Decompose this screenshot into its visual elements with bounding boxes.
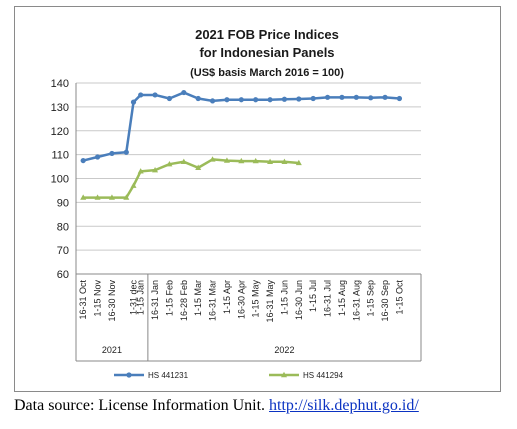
y-tick-label: 60 — [57, 269, 69, 281]
data-point — [253, 97, 259, 103]
y-tick-label: 120 — [51, 126, 69, 138]
chart-title-line-1: 2021 FOB Price Indices — [195, 27, 339, 42]
data-point — [267, 158, 274, 164]
data-point — [195, 95, 201, 102]
x-tick-label: 1-15 May — [251, 280, 261, 318]
data-point — [94, 154, 101, 160]
x-tick-label: 16-31 May — [265, 280, 275, 323]
x-tick-label: 1-15 Sep — [366, 280, 376, 317]
x-tick-label: 16-31 Jul — [323, 280, 333, 317]
source-link[interactable]: http://silk.dephut.go.id/ — [269, 397, 419, 414]
data-point — [353, 94, 359, 100]
x-tick-label: 16-31 Mar — [208, 280, 218, 321]
data-point — [152, 92, 158, 98]
category-group-label: 2022 — [274, 345, 294, 355]
y-tick-label: 80 — [57, 221, 69, 233]
data-point — [324, 94, 331, 100]
category-group-label: 2021 — [102, 345, 122, 355]
x-tick-label: 16-28 Feb — [179, 280, 189, 321]
data-point — [152, 166, 159, 173]
x-tick-label: 16-31 Oct — [78, 280, 88, 320]
data-point — [396, 95, 403, 102]
data-point — [138, 92, 144, 98]
chart-subtitle: (US$ basis March 2016 = 100) — [190, 67, 344, 79]
data-point — [295, 159, 302, 166]
data-point — [281, 96, 288, 102]
x-tick-label: 1-15 Feb — [164, 280, 174, 316]
data-point — [223, 157, 230, 163]
data-point — [209, 156, 216, 162]
data-point — [80, 194, 87, 200]
data-point — [209, 98, 216, 104]
x-tick-label: 1-15 Oct — [394, 280, 404, 315]
data-point — [238, 97, 244, 103]
data-point — [137, 168, 144, 174]
x-tick-label: 16-30 Sep — [380, 280, 390, 322]
x-tick-label: 1-15 Nov — [93, 280, 103, 317]
data-point — [181, 89, 187, 96]
x-tick-label: 16-31 Aug — [351, 280, 361, 321]
data-point — [238, 157, 245, 164]
data-point — [180, 158, 187, 164]
x-tick-label: 16-30 Jun — [294, 280, 304, 320]
y-tick-label: 70 — [57, 245, 69, 257]
y-tick-label: 140 — [51, 78, 69, 90]
data-point — [281, 158, 288, 164]
data-point — [130, 99, 137, 105]
legend-label: HS 441294 — [303, 371, 344, 380]
legend-swatch-marker — [281, 371, 287, 378]
data-point — [166, 95, 173, 102]
x-tick-label: 1-15 Jul — [308, 280, 318, 312]
chart-title-line-2: for Indonesian Panels — [199, 45, 334, 60]
data-point — [130, 182, 137, 188]
data-point — [252, 157, 259, 164]
data-point — [224, 97, 230, 103]
data-point — [108, 194, 115, 200]
x-tick-label: 16-30 Nov — [107, 280, 117, 322]
y-tick-label: 130 — [51, 102, 69, 114]
legend: HS 441231 HS 441294 — [114, 371, 344, 380]
x-tick-label: 1-31 dec — [129, 280, 139, 316]
legend-label: HS 441231 — [148, 371, 189, 380]
source-text: Data source: License Information Unit. — [14, 397, 270, 414]
y-tick-label: 90 — [57, 197, 69, 209]
x-tick-label: 1-15 Mar — [193, 280, 203, 316]
data-point — [166, 160, 173, 167]
data-point — [123, 194, 130, 200]
data-point — [382, 94, 388, 100]
data-point — [109, 150, 115, 157]
data-point — [94, 194, 101, 200]
x-tick-label: 16-30 Apr — [236, 280, 246, 319]
price-index-chart: 2021 FOB Price Indices for Indonesian Pa… — [51, 27, 422, 380]
data-point — [123, 149, 129, 155]
data-point — [368, 95, 374, 101]
x-tick-label: 1-15 Jan — [136, 280, 146, 315]
x-tick-label: 16-31 Jan — [150, 280, 160, 320]
data-point — [267, 97, 273, 103]
data-point — [80, 157, 86, 164]
data-point — [310, 95, 316, 102]
data-point — [339, 94, 345, 100]
plot-area: 60 70 80 90 100 110 120 130 140 16-31 Oct 1-15 Nov… — [51, 78, 422, 362]
x-tick-label: 1-15 Aug — [337, 280, 347, 316]
data-point — [296, 96, 302, 102]
y-tick-label: 110 — [51, 150, 69, 162]
x-tick-label: 1-15 Apr — [222, 280, 232, 314]
legend-swatch-marker — [126, 372, 132, 378]
y-tick-label: 100 — [51, 174, 69, 186]
x-tick-label: 1-15 Jun — [279, 280, 289, 315]
data-source-note: Data source: License Information Unit. h… — [14, 397, 419, 415]
data-point — [195, 164, 202, 170]
